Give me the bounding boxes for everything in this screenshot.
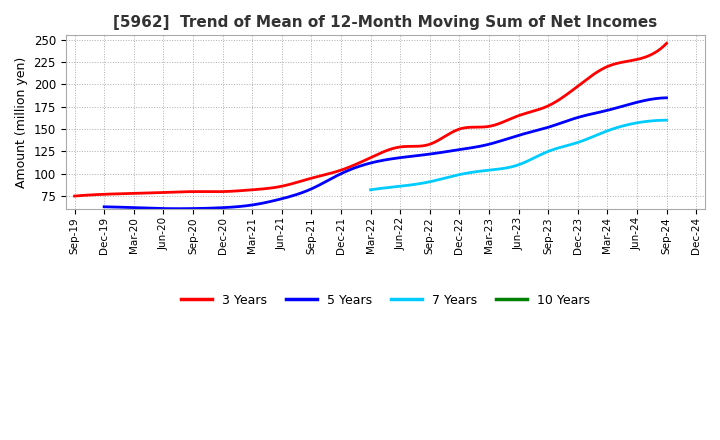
Y-axis label: Amount (million yen): Amount (million yen): [15, 57, 28, 188]
Title: [5962]  Trend of Mean of 12-Month Moving Sum of Net Incomes: [5962] Trend of Mean of 12-Month Moving …: [113, 15, 657, 30]
Legend: 3 Years, 5 Years, 7 Years, 10 Years: 3 Years, 5 Years, 7 Years, 10 Years: [176, 289, 595, 312]
